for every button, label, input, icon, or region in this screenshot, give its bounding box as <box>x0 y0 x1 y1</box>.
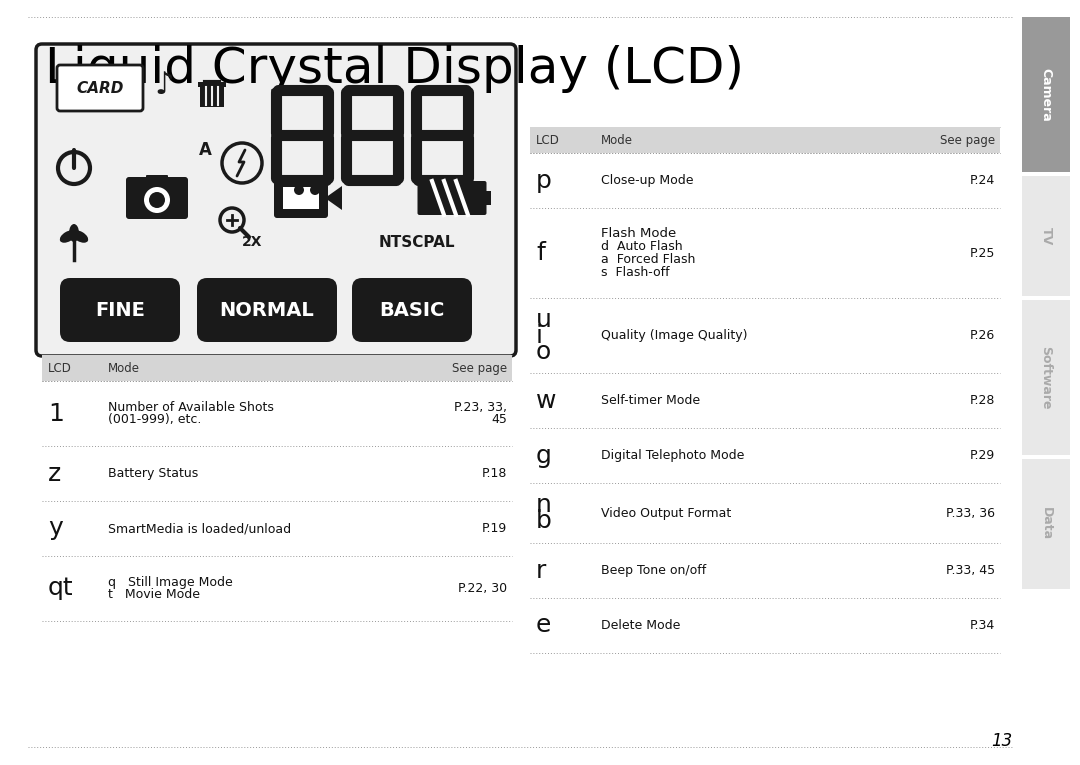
Bar <box>283 187 319 209</box>
Text: P.26: P.26 <box>970 329 995 342</box>
Text: See page: See page <box>940 134 995 147</box>
Text: t   Movie Mode: t Movie Mode <box>108 588 200 601</box>
FancyBboxPatch shape <box>126 177 188 219</box>
Text: Camera: Camera <box>1039 67 1053 122</box>
FancyBboxPatch shape <box>197 278 337 342</box>
Text: Delete Mode: Delete Mode <box>600 619 680 632</box>
Text: P.23, 33,: P.23, 33, <box>454 401 507 414</box>
Text: o: o <box>536 340 551 363</box>
Text: Self-timer Mode: Self-timer Mode <box>600 394 700 407</box>
Text: SmartMedia is loaded/unload: SmartMedia is loaded/unload <box>108 522 292 535</box>
Text: Battery Status: Battery Status <box>108 467 199 480</box>
Ellipse shape <box>69 224 79 242</box>
Text: s  Flash-off: s Flash-off <box>600 266 670 279</box>
Circle shape <box>294 185 303 195</box>
Text: b: b <box>536 509 552 533</box>
Text: Digital Telephoto Mode: Digital Telephoto Mode <box>600 449 744 462</box>
Text: LCD: LCD <box>48 362 72 375</box>
FancyBboxPatch shape <box>1022 176 1070 296</box>
Ellipse shape <box>71 230 89 243</box>
Ellipse shape <box>59 230 77 243</box>
Bar <box>198 82 226 87</box>
Text: NTSCPAL: NTSCPAL <box>379 235 456 249</box>
Text: 1: 1 <box>48 402 64 425</box>
Text: e: e <box>536 614 552 637</box>
FancyBboxPatch shape <box>60 278 180 342</box>
Text: See page: See page <box>451 362 507 375</box>
Text: Mode: Mode <box>600 134 633 147</box>
Text: Video Output Format: Video Output Format <box>600 506 731 519</box>
Text: ♪: ♪ <box>154 70 174 99</box>
FancyBboxPatch shape <box>36 44 516 356</box>
FancyBboxPatch shape <box>1022 300 1070 455</box>
Text: P.33, 45: P.33, 45 <box>946 564 995 577</box>
Text: Quality (Image Quality): Quality (Image Quality) <box>600 329 747 342</box>
Text: z: z <box>48 461 62 486</box>
Text: q   Still Image Mode: q Still Image Mode <box>108 576 233 589</box>
Polygon shape <box>325 186 342 210</box>
Bar <box>530 127 1000 153</box>
Text: 13: 13 <box>990 732 1012 750</box>
Text: Data: Data <box>1039 507 1053 541</box>
FancyBboxPatch shape <box>1022 459 1070 589</box>
Text: Close-up Mode: Close-up Mode <box>600 174 693 187</box>
Circle shape <box>310 185 320 195</box>
Text: P.34: P.34 <box>970 619 995 632</box>
FancyBboxPatch shape <box>352 278 472 342</box>
Text: a  Forced Flash: a Forced Flash <box>600 253 696 266</box>
Text: P.29: P.29 <box>970 449 995 462</box>
Text: p: p <box>536 168 552 193</box>
Text: Mode: Mode <box>108 362 140 375</box>
Text: P.28: P.28 <box>970 394 995 407</box>
Text: P.22, 30: P.22, 30 <box>458 582 507 595</box>
Text: Number of Available Shots: Number of Available Shots <box>108 401 274 414</box>
Text: P.18: P.18 <box>482 467 507 480</box>
Bar <box>200 83 224 107</box>
FancyBboxPatch shape <box>418 181 486 215</box>
FancyBboxPatch shape <box>146 175 168 185</box>
Bar <box>485 191 490 205</box>
Bar <box>42 355 512 381</box>
Text: P.25: P.25 <box>970 246 995 259</box>
Text: d  Auto Flash: d Auto Flash <box>600 240 683 253</box>
Text: r: r <box>536 558 546 582</box>
Text: 2X: 2X <box>242 235 262 249</box>
Text: 45: 45 <box>491 413 507 426</box>
Circle shape <box>144 187 170 213</box>
Text: w: w <box>536 389 556 412</box>
Text: n: n <box>536 493 552 517</box>
FancyBboxPatch shape <box>274 178 328 218</box>
Text: P.19: P.19 <box>482 522 507 535</box>
FancyBboxPatch shape <box>1022 17 1070 172</box>
Text: y: y <box>48 516 63 541</box>
Text: g: g <box>536 444 552 467</box>
Text: i: i <box>536 324 543 347</box>
Text: Liquid Crystal Display (LCD): Liquid Crystal Display (LCD) <box>45 45 744 93</box>
Text: u: u <box>536 308 552 331</box>
FancyBboxPatch shape <box>57 65 143 111</box>
Text: qt: qt <box>48 577 73 601</box>
Text: NORMAL: NORMAL <box>219 301 314 320</box>
Text: BASIC: BASIC <box>379 301 445 320</box>
Text: CARD: CARD <box>77 80 124 96</box>
Text: A: A <box>199 141 212 159</box>
Text: f: f <box>536 241 545 265</box>
Text: Beep Tone on/off: Beep Tone on/off <box>600 564 706 577</box>
Text: P.33, 36: P.33, 36 <box>946 506 995 519</box>
Text: TV: TV <box>1039 227 1053 245</box>
Text: Flash Mode: Flash Mode <box>600 227 676 240</box>
Text: FINE: FINE <box>95 301 145 320</box>
Text: (001-999), etc.: (001-999), etc. <box>108 413 201 426</box>
Text: LCD: LCD <box>536 134 559 147</box>
Circle shape <box>149 192 165 208</box>
Text: P.24: P.24 <box>970 174 995 187</box>
Text: Software: Software <box>1039 346 1053 409</box>
